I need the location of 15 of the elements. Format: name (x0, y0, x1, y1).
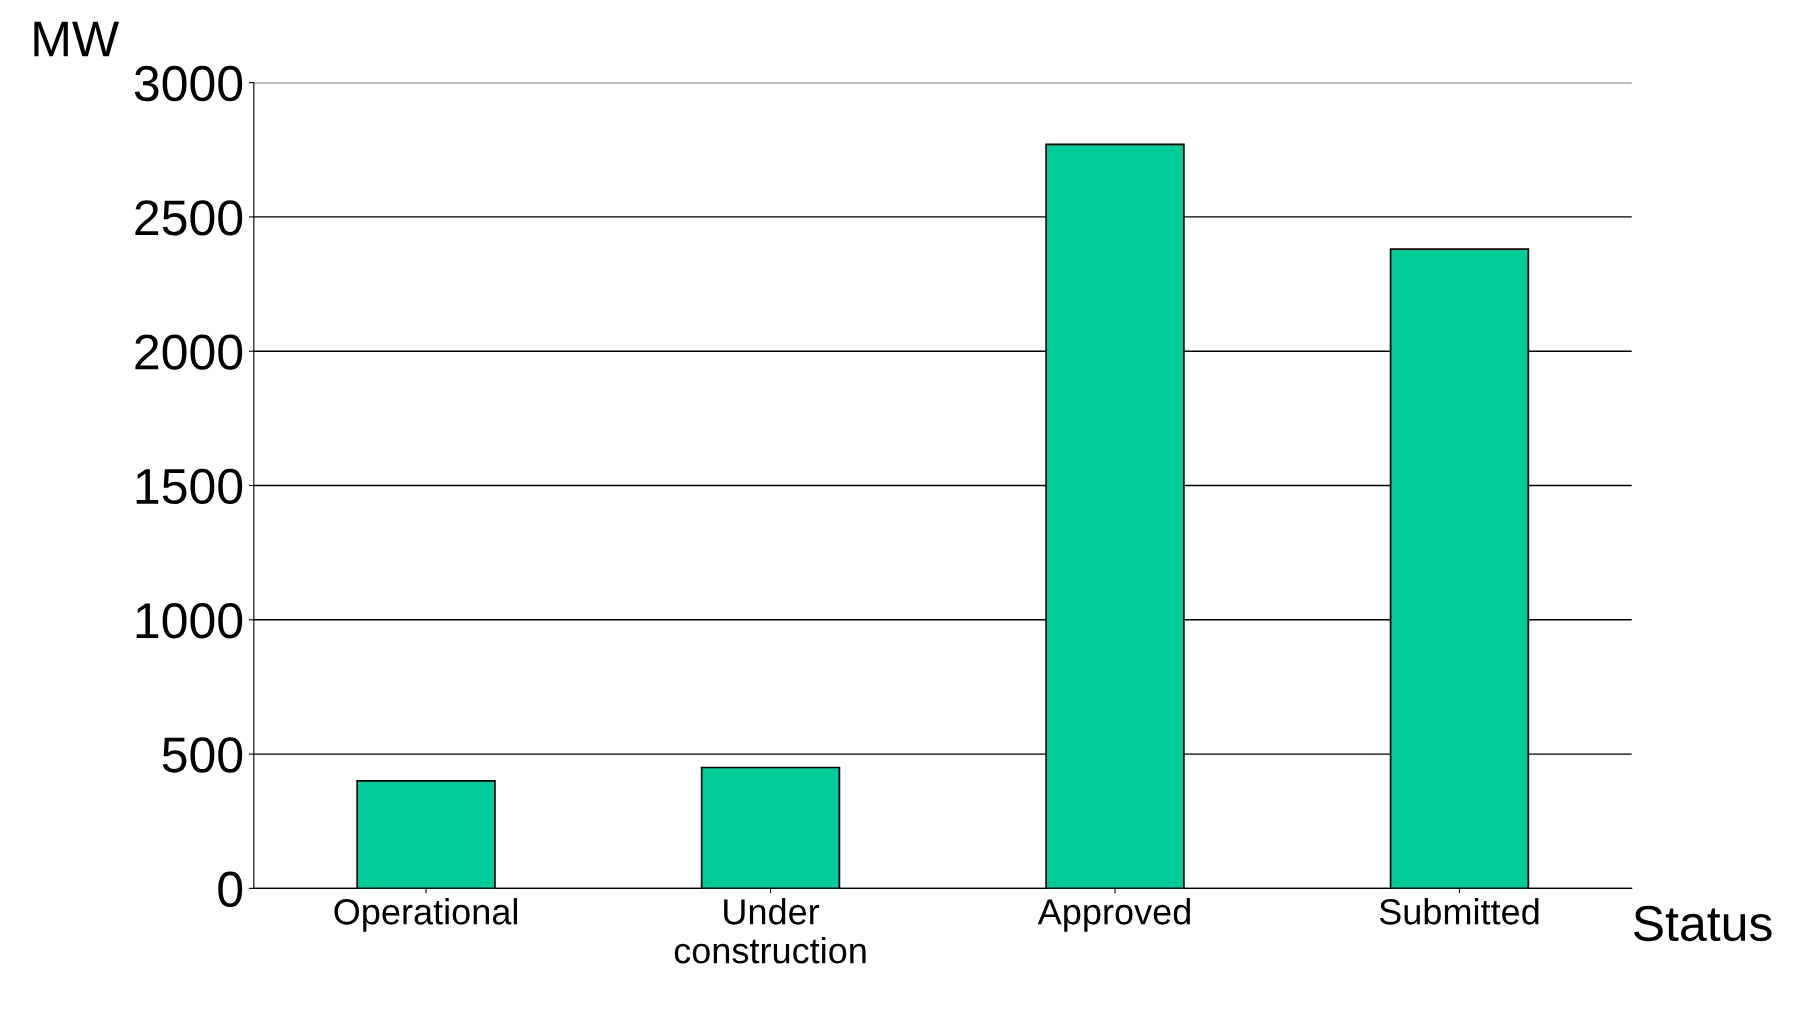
y-tick-label: 1500 (136, 468, 243, 505)
x-tick-label: Under construction (674, 898, 866, 964)
y-tick-label: 2000 (135, 334, 243, 370)
y-tick-label: 3000 (134, 65, 243, 102)
x-tick-label: Submitted (1379, 898, 1539, 925)
y-tick-label: 1000 (136, 603, 243, 639)
y-tick-label: 500 (162, 737, 243, 773)
x-axis-title: Status (1633, 905, 1772, 942)
bar (700, 766, 841, 889)
bar (356, 780, 496, 889)
x-tick-label: Operational (334, 898, 517, 932)
y-tick-label: 2500 (135, 200, 243, 236)
y-tick-label: 0 (218, 871, 243, 907)
x-tick-label: Approved (1037, 898, 1190, 932)
y-axis-title: MW (34, 21, 119, 57)
